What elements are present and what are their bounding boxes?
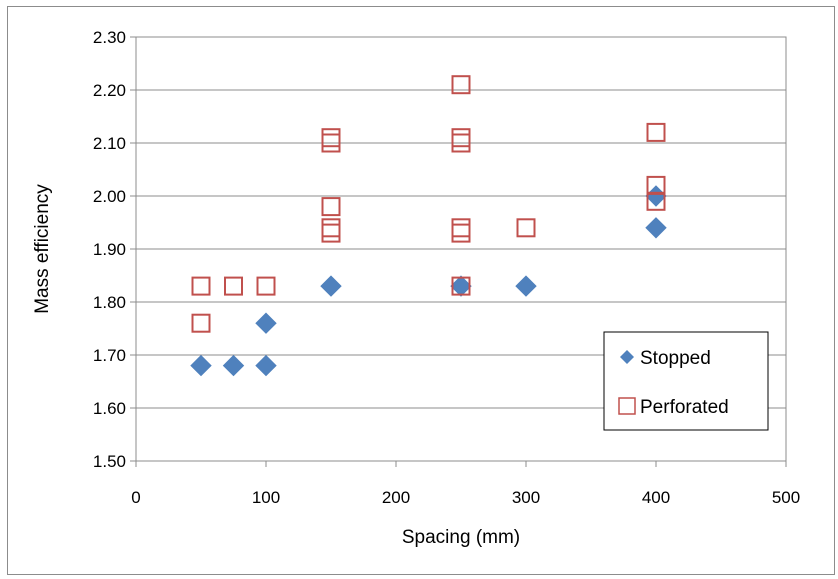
data-point (646, 175, 666, 195)
data-point (321, 223, 341, 243)
y-axis-ticks: 1.50 1.60 1.70 1.80 1.90 2.00 2.10 2.20 2.30 (93, 28, 136, 471)
data-point (320, 275, 342, 297)
x-tick-label: 0 (131, 488, 140, 507)
data-point (191, 313, 211, 333)
data-point (451, 276, 471, 296)
data-point (645, 185, 667, 207)
data-point (645, 217, 667, 239)
series-perforated (191, 75, 666, 333)
x-tick-label: 500 (772, 488, 800, 507)
legend: Stopped Perforated (603, 331, 769, 431)
y-tick-label: 1.90 (93, 240, 126, 259)
y-tick-label: 2.20 (93, 81, 126, 100)
data-point (321, 197, 341, 217)
legend-label: Stopped (640, 348, 711, 369)
data-point (256, 276, 276, 296)
y-tick-label: 2.00 (93, 187, 126, 206)
data-point (321, 218, 341, 238)
data-points (190, 75, 667, 377)
legend-item-stopped: Stopped (620, 348, 711, 369)
data-point (516, 218, 536, 238)
data-point (255, 312, 277, 334)
x-tick-label: 200 (382, 488, 410, 507)
x-tick-label: 100 (252, 488, 280, 507)
data-point (646, 122, 666, 142)
data-point (190, 354, 212, 377)
legend-marker (618, 397, 636, 415)
data-point (450, 275, 472, 297)
data-point (451, 128, 471, 148)
data-point (515, 275, 537, 297)
data-point (646, 191, 666, 211)
x-tick-label: 400 (642, 488, 670, 507)
data-point (451, 223, 471, 243)
y-tick-label: 1.70 (93, 346, 126, 365)
data-point (451, 218, 471, 238)
data-point (191, 276, 211, 296)
y-tick-label: 1.80 (93, 293, 126, 312)
data-point (321, 128, 341, 148)
y-tick-label: 1.60 (93, 399, 126, 418)
legend-label: Perforated (640, 397, 729, 418)
y-tick-label: 1.50 (93, 452, 126, 471)
chart-frame (7, 6, 835, 575)
data-point (451, 75, 471, 95)
y-tick-label: 2.30 (93, 28, 126, 47)
legend-item-perforated: Perforated (618, 397, 729, 418)
x-axis-ticks: 0 100 200 300 400 500 (131, 461, 800, 507)
y-axis-title: Mass efficiency (32, 184, 53, 314)
series-stopped (190, 185, 667, 377)
data-point (224, 276, 243, 296)
data-point (255, 354, 277, 377)
legend-marker (620, 350, 634, 364)
x-axis-title: Spacing (mm) (402, 527, 520, 548)
y-tick-label: 2.10 (93, 134, 126, 153)
data-point (222, 354, 245, 377)
x-tick-label: 300 (512, 488, 540, 507)
